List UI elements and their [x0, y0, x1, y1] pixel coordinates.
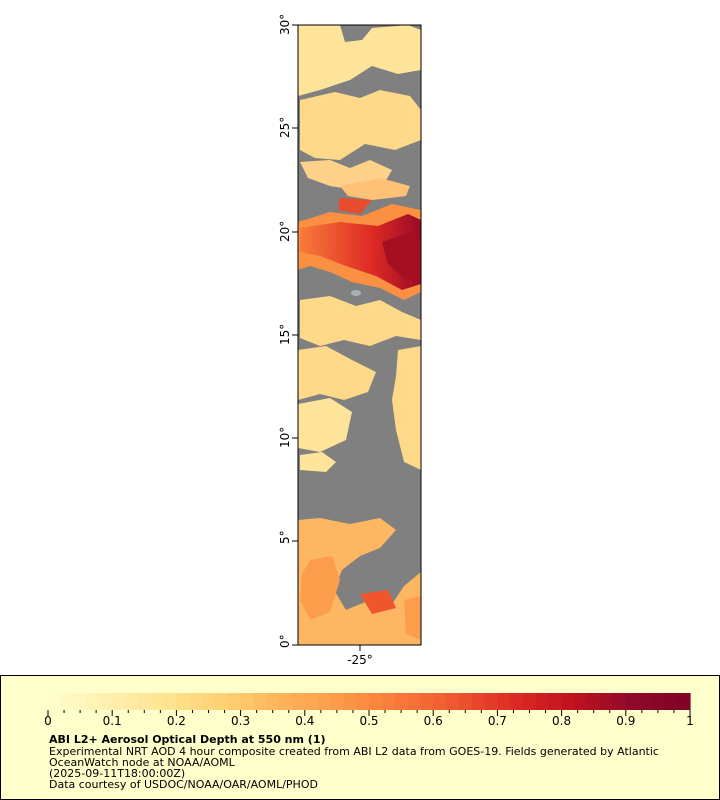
legend-box: 0 0.1 0.2 0.3 0.4 0.5 0.6 0.7 0.8 0.9 1 ABI L2+ Ae…: [0, 675, 720, 800]
colorbar-tick-label: 0.1: [103, 714, 122, 728]
lat-label-5: 5°: [278, 530, 292, 544]
colorbar-cell: [458, 693, 473, 710]
aod-patch: [300, 90, 421, 160]
aod-dust-max: [382, 232, 421, 280]
aod-field: [298, 25, 421, 645]
colorbar-cell: [407, 693, 421, 710]
lat-label-30: 30°: [278, 14, 292, 35]
lon-label: -25°: [347, 653, 373, 667]
colorbar-tick-label: 0.3: [231, 714, 250, 728]
colorbar-tick-label: 0.6: [424, 714, 443, 728]
colorbar-cell: [227, 693, 242, 710]
colorbar-cell: [600, 693, 614, 710]
lat-label-0: 0°: [278, 634, 292, 648]
colorbar-cell: [176, 693, 190, 710]
colorbar-cell: [330, 693, 344, 710]
legend-description-2: OceanWatch node at NOAA/AOML: [49, 756, 235, 769]
colorbar-cell: [214, 693, 229, 710]
aod-south-hot: [360, 590, 396, 614]
aod-south-hot: [300, 556, 340, 620]
colorbar-cell: [240, 693, 255, 710]
colorbar-svg: 0 0.1 0.2 0.3 0.4 0.5 0.6 0.7 0.8 0.9 1: [44, 693, 694, 728]
aod-patch: [300, 296, 421, 346]
aod-south-hot: [404, 596, 421, 640]
colorbar: [48, 693, 691, 710]
cloud-patch: [351, 290, 361, 296]
colorbar-cell: [484, 693, 498, 710]
aod-patch: [298, 25, 421, 96]
colorbar-cell: [112, 693, 126, 710]
aod-patch: [340, 178, 410, 200]
colorbar-cell: [137, 693, 152, 710]
colorbar-cell: [86, 693, 100, 710]
colorbar-cell: [253, 693, 267, 710]
lat-label-20: 20°: [278, 221, 292, 242]
colorbar-cell: [638, 693, 653, 710]
colorbar-tick-label: 0.5: [359, 714, 378, 728]
colorbar-cell: [304, 693, 319, 710]
aod-patch: [298, 346, 376, 400]
aod-patch: [300, 452, 336, 472]
colorbar-cell: [60, 693, 75, 710]
colorbar-tick-label: 0: [44, 714, 52, 728]
lat-ticks: [292, 24, 298, 646]
colorbar-tick-label: 0.9: [616, 714, 635, 728]
colorbar-ticks: 0 0.1 0.2 0.3 0.4 0.5 0.6 0.7 0.8 0.9 1: [44, 710, 694, 728]
colorbar-cell: [317, 693, 332, 710]
colorbar-cell: [664, 693, 678, 710]
legend-credit: Data courtesy of USDOC/NOAA/OAR/AOML/PHO…: [49, 778, 318, 791]
colorbar-cell: [535, 693, 550, 710]
colorbar-cell: [677, 693, 691, 710]
colorbar-cell: [446, 693, 460, 710]
colorbar-cell: [73, 693, 88, 710]
colorbar-cell: [189, 693, 203, 710]
map-panel: 0° 5° 10° 15° 20° 25° 30° -25°: [278, 14, 422, 667]
colorbar-cell: [471, 693, 486, 710]
colorbar-cell: [381, 693, 396, 710]
colorbar-tick-label: 0.4: [295, 714, 314, 728]
colorbar-cell: [163, 693, 177, 710]
colorbar-cell: [420, 693, 434, 710]
colorbar-cell: [48, 693, 62, 710]
colorbar-cell: [548, 693, 563, 710]
colorbar-tick-label: 1: [686, 714, 694, 728]
colorbar-cell: [356, 693, 370, 710]
lat-label-25: 25°: [278, 117, 292, 138]
colorbar-cell: [291, 693, 306, 710]
colorbar-cell: [651, 693, 665, 710]
map-svg: 0° 5° 10° 15° 20° 25° 30° -25°: [278, 14, 422, 667]
legend-description: Experimental NRT AOD 4 hour composite cr…: [49, 745, 659, 758]
colorbar-cell: [99, 693, 113, 710]
legend-time: (2025-09-11T18:00:00Z): [49, 767, 186, 780]
colorbar-cell: [125, 693, 139, 710]
aod-dust-core: [300, 214, 421, 290]
colorbar-cell: [523, 693, 537, 710]
colorbar-cell: [612, 693, 627, 710]
colorbar-cell: [510, 693, 524, 710]
lat-label-15: 15°: [278, 324, 292, 345]
colorbar-cell: [279, 693, 293, 710]
colorbar-cell: [394, 693, 409, 710]
colorbar-cell: [433, 693, 447, 710]
colorbar-cell: [369, 693, 383, 710]
colorbar-cell: [587, 693, 601, 710]
legend-title: ABI L2+ Aerosol Optical Depth at 550 nm …: [49, 733, 326, 746]
aod-patch: [338, 198, 372, 214]
aod-south: [298, 518, 421, 645]
aod-patch: [392, 346, 421, 470]
lat-label-10: 10°: [278, 427, 292, 448]
colorbar-cell: [266, 693, 280, 710]
colorbar-cell: [150, 693, 165, 710]
colorbar-cell: [343, 693, 357, 710]
colorbar-cell: [625, 693, 640, 710]
aod-patch: [298, 398, 352, 452]
colorbar-tick-label: 0.2: [167, 714, 186, 728]
colorbar-cell: [561, 693, 576, 710]
colorbar-cell: [574, 693, 588, 710]
colorbar-cell: [497, 693, 511, 710]
colorbar-tick-label: 0.8: [552, 714, 571, 728]
colorbar-tick-label: 0.7: [488, 714, 507, 728]
colorbar-cell: [202, 693, 216, 710]
